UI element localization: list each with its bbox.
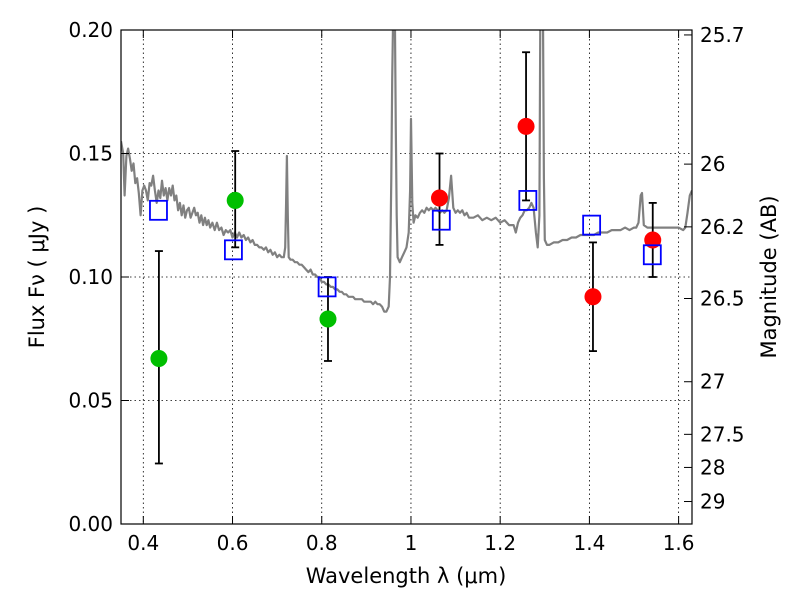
spectrum-line — [121, 30, 692, 313]
model-point — [431, 209, 451, 231]
model-point — [317, 276, 337, 298]
y2-axis-label: Magnitude (AB) — [757, 195, 781, 358]
x-tick-label: 1.2 — [484, 531, 516, 555]
x-tick-label: 1.6 — [663, 531, 695, 555]
flux-point — [319, 310, 337, 328]
y-tick-label: 0.10 — [68, 265, 113, 289]
y-axis-label: Flux Fν ( μJy ) — [25, 206, 49, 349]
flux-point — [517, 117, 535, 135]
plot-area — [121, 30, 692, 313]
flux-point — [150, 350, 168, 368]
y2-tick-label: 26.5 — [700, 286, 745, 310]
flux-point — [226, 191, 244, 209]
y2-tick-label: 26.2 — [700, 215, 745, 239]
model-point — [582, 214, 602, 236]
x-tick-label: 1.4 — [573, 531, 605, 555]
y-tick-label: 0.20 — [68, 18, 113, 42]
y2-tick-label: 26 — [700, 152, 725, 176]
model-point — [518, 190, 538, 211]
x-tick-label: 0.6 — [217, 531, 249, 555]
grid — [121, 30, 692, 524]
y2-tick-label: 28 — [700, 455, 725, 479]
y2-tick-label: 27.5 — [700, 422, 745, 446]
flux-point — [644, 231, 662, 249]
y2-tick-label: 25.7 — [700, 23, 745, 47]
markers — [149, 51, 662, 465]
x-tick-label: 0.4 — [127, 531, 159, 555]
y-tick-label: 0.15 — [68, 142, 113, 166]
flux-point — [431, 189, 449, 207]
flux-point — [584, 288, 602, 306]
model-point — [642, 244, 662, 266]
model-point — [224, 239, 243, 261]
y2-tick-label: 27 — [700, 370, 725, 394]
x-tick-label: 0.8 — [306, 531, 338, 555]
y2-tick-label: 29 — [700, 490, 725, 514]
ticks: 0.4 0.6 0.8 1 1.2 1.4 1.6 0.00 0.05 0.10 0.15 0.20 2… — [68, 18, 744, 555]
model-point — [149, 199, 168, 221]
y-tick-label: 0.00 — [68, 512, 113, 536]
x-tick-label: 1 — [405, 531, 418, 555]
x-axis-label: Wavelength λ (μm) — [306, 564, 507, 588]
y-tick-label: 0.05 — [68, 389, 113, 413]
